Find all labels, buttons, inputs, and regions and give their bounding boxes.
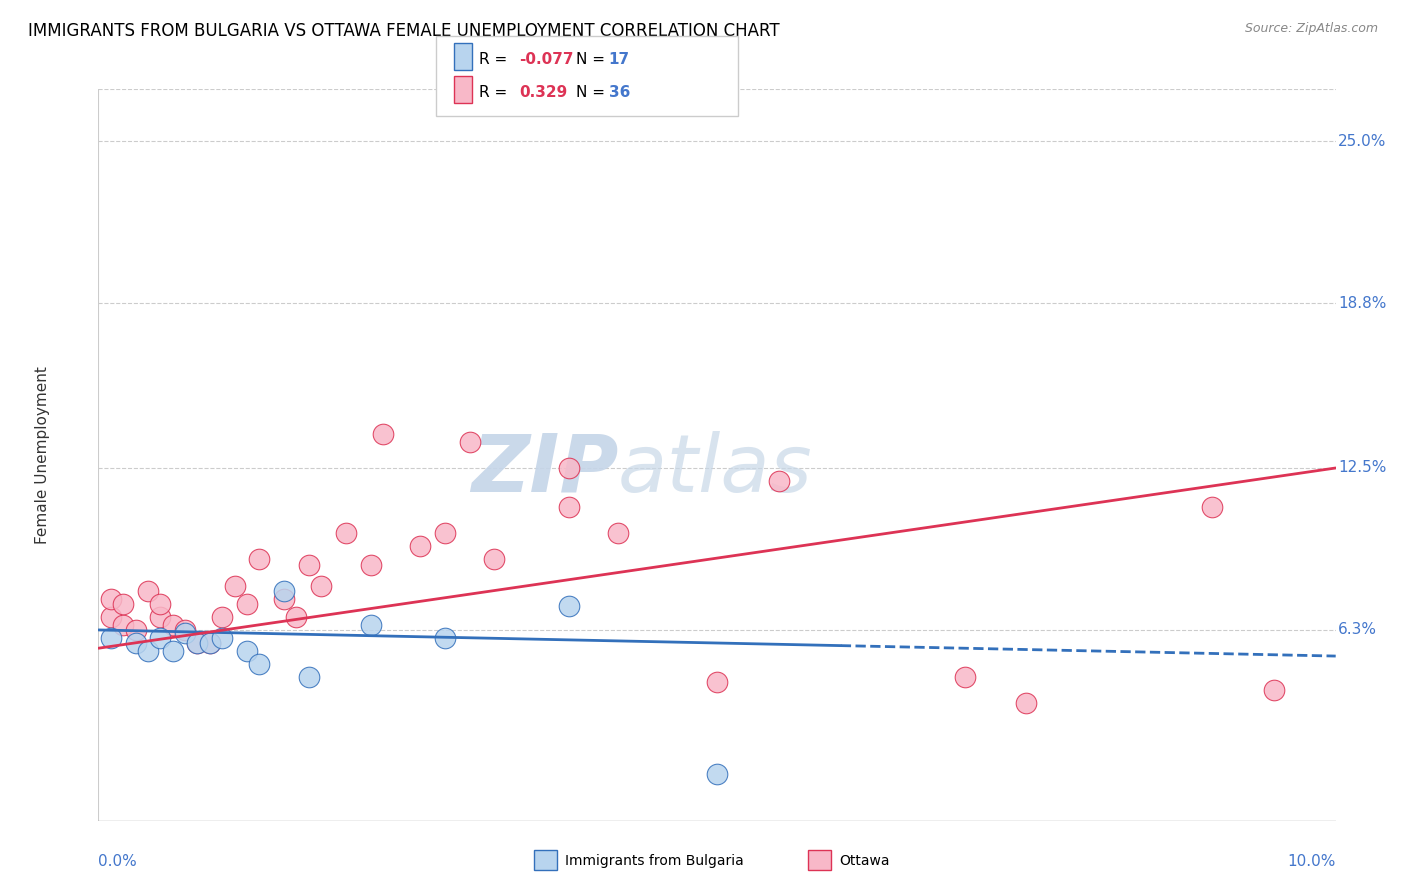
Point: [1015, 696, 1038, 710]
Text: N =: N =: [576, 52, 610, 67]
Text: 18.8%: 18.8%: [1339, 296, 1386, 311]
Point: [124, 636, 146, 650]
Point: [224, 578, 246, 592]
Text: IMMIGRANTS FROM BULGARIA VS OTTAWA FEMALE UNEMPLOYMENT CORRELATION CHART: IMMIGRANTS FROM BULGARIA VS OTTAWA FEMAL…: [28, 22, 780, 40]
Point: [211, 631, 233, 645]
Text: ZIP: ZIP: [471, 431, 619, 508]
Point: [198, 636, 221, 650]
Point: [186, 636, 208, 650]
Text: R =: R =: [479, 85, 513, 100]
Point: [1263, 683, 1285, 698]
Point: [309, 578, 332, 592]
Point: [607, 526, 630, 541]
Point: [953, 670, 976, 684]
Point: [162, 617, 184, 632]
Point: [706, 675, 728, 690]
Text: Ottawa: Ottawa: [839, 854, 890, 868]
Point: [706, 766, 728, 780]
Point: [285, 610, 308, 624]
Text: 6.3%: 6.3%: [1339, 623, 1376, 638]
Point: [174, 625, 197, 640]
Point: [768, 474, 790, 488]
Point: [100, 610, 122, 624]
Point: [273, 591, 295, 606]
Point: [124, 623, 146, 637]
Point: [136, 583, 159, 598]
Point: [211, 610, 233, 624]
Point: [149, 597, 172, 611]
Point: [236, 597, 259, 611]
Text: R =: R =: [479, 52, 513, 67]
Point: [433, 526, 456, 541]
Point: [198, 636, 221, 650]
Point: [186, 636, 208, 650]
Text: 12.5%: 12.5%: [1339, 460, 1386, 475]
Point: [112, 597, 135, 611]
Point: [247, 657, 270, 671]
Point: [136, 644, 159, 658]
Text: 0.0%: 0.0%: [98, 854, 138, 869]
Point: [360, 558, 382, 572]
Point: [236, 644, 259, 658]
Point: [298, 558, 321, 572]
Text: 17: 17: [609, 52, 630, 67]
Text: 36: 36: [609, 85, 630, 100]
Point: [174, 623, 197, 637]
Point: [273, 583, 295, 598]
Text: Source: ZipAtlas.com: Source: ZipAtlas.com: [1244, 22, 1378, 36]
Text: Immigrants from Bulgaria: Immigrants from Bulgaria: [565, 854, 744, 868]
Point: [484, 552, 506, 566]
Point: [433, 631, 456, 645]
Text: N =: N =: [576, 85, 610, 100]
Point: [100, 631, 122, 645]
Point: [409, 539, 432, 553]
Point: [557, 461, 579, 475]
Text: -0.077: -0.077: [519, 52, 574, 67]
Text: 10.0%: 10.0%: [1288, 854, 1336, 869]
Point: [360, 617, 382, 632]
Point: [112, 617, 135, 632]
Point: [1201, 500, 1223, 515]
Point: [458, 434, 481, 449]
Point: [557, 599, 579, 614]
Text: Female Unemployment: Female Unemployment: [35, 366, 51, 544]
Text: 25.0%: 25.0%: [1339, 134, 1386, 149]
Point: [298, 670, 321, 684]
Point: [371, 427, 394, 442]
Point: [335, 526, 357, 541]
Point: [162, 644, 184, 658]
Point: [247, 552, 270, 566]
Point: [100, 591, 122, 606]
Text: 0.329: 0.329: [519, 85, 567, 100]
Point: [557, 500, 579, 515]
Point: [149, 631, 172, 645]
Point: [149, 610, 172, 624]
Text: atlas: atlas: [619, 431, 813, 508]
